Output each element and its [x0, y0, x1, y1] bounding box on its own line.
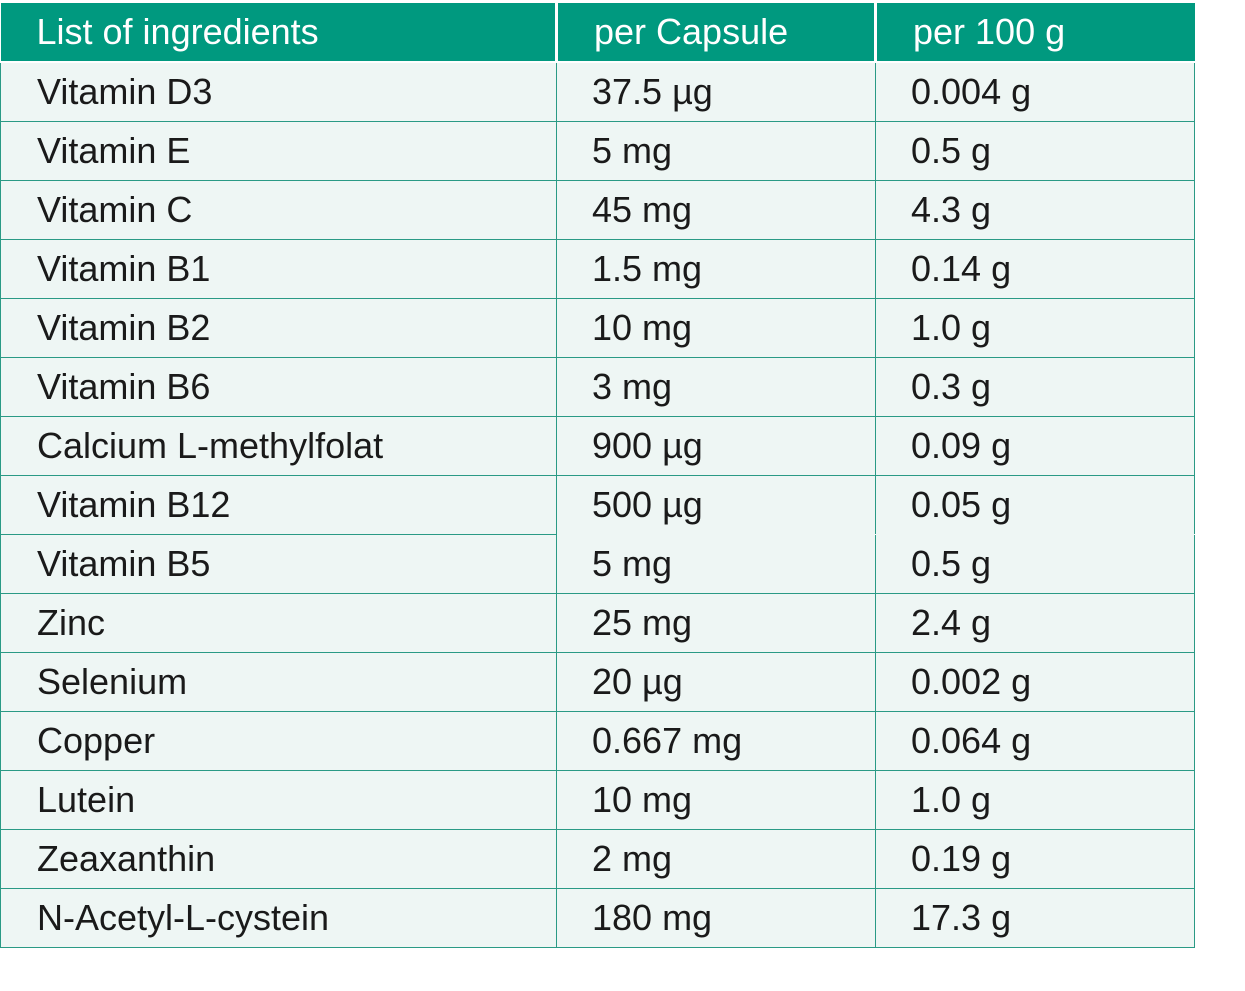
table-row: Zeaxanthin 2 mg 0.19 g [0, 828, 1195, 889]
ingredient-cell: Vitamin B5 [0, 533, 557, 594]
per-100g-cell: 4.3 g [875, 179, 1195, 240]
per-capsule-cell: 2 mg [556, 828, 876, 889]
per-100g-cell: 0.19 g [875, 828, 1195, 889]
ingredient-cell: Copper [0, 710, 557, 771]
per-100g-cell: 1.0 g [875, 769, 1195, 830]
per-capsule-cell: 900 µg [556, 415, 876, 476]
table-row: N-Acetyl-L-cystein 180 mg 17.3 g [0, 887, 1195, 948]
per-100g-cell: 0.064 g [875, 710, 1195, 771]
per-100g-cell: 1.0 g [875, 297, 1195, 358]
per-capsule-cell: 5 mg [556, 533, 876, 594]
per-capsule-cell: 500 µg [556, 474, 876, 535]
ingredient-cell: Calcium L-methylfolat [0, 415, 557, 476]
per-100g-cell: 2.4 g [875, 592, 1195, 653]
ingredient-cell: Zinc [0, 592, 557, 653]
table-row: Vitamin B12 500 µg 0.05 g [0, 474, 1195, 535]
per-capsule-cell: 10 mg [556, 769, 876, 830]
per-capsule-cell: 5 mg [556, 120, 876, 181]
table-row: Vitamin C 45 mg 4.3 g [0, 179, 1195, 240]
per-100g-cell: 0.002 g [875, 651, 1195, 712]
ingredient-cell: Vitamin B6 [0, 356, 557, 417]
ingredient-cell: Vitamin B12 [0, 474, 557, 535]
per-100g-cell: 0.09 g [875, 415, 1195, 476]
table-header-row: List of ingredients per Capsule per 100 … [0, 3, 1195, 63]
per-100g-cell: 17.3 g [875, 887, 1195, 948]
ingredient-cell: Selenium [0, 651, 557, 712]
ingredient-cell: N-Acetyl-L-cystein [0, 887, 557, 948]
per-capsule-cell: 45 mg [556, 179, 876, 240]
table-row: Vitamin B1 1.5 mg 0.14 g [0, 238, 1195, 299]
ingredient-cell: Vitamin C [0, 179, 557, 240]
table-row: Zinc 25 mg 2.4 g [0, 592, 1195, 653]
header-per-100g: per 100 g [875, 3, 1195, 63]
table-row: Copper 0.667 mg 0.064 g [0, 710, 1195, 771]
table-row: Vitamin B6 3 mg 0.3 g [0, 356, 1195, 417]
header-per-capsule: per Capsule [556, 3, 877, 63]
header-ingredients: List of ingredients [0, 3, 558, 63]
table-row: Lutein 10 mg 1.0 g [0, 769, 1195, 830]
per-100g-cell: 0.5 g [875, 120, 1195, 181]
table-row: Vitamin D3 37.5 µg 0.004 g [0, 61, 1195, 122]
per-100g-cell: 0.05 g [875, 474, 1195, 535]
per-capsule-cell: 25 mg [556, 592, 876, 653]
table-row: Selenium 20 µg 0.002 g [0, 651, 1195, 712]
ingredient-cell: Vitamin B2 [0, 297, 557, 358]
per-capsule-cell: 37.5 µg [556, 61, 876, 122]
table-row: Vitamin B2 10 mg 1.0 g [0, 297, 1195, 358]
per-100g-cell: 0.004 g [875, 61, 1195, 122]
ingredient-cell: Vitamin E [0, 120, 557, 181]
ingredient-cell: Lutein [0, 769, 557, 830]
ingredients-table-container: List of ingredients per Capsule per 100 … [0, 3, 1195, 948]
ingredient-cell: Vitamin B1 [0, 238, 557, 299]
ingredient-cell: Zeaxanthin [0, 828, 557, 889]
per-capsule-cell: 180 mg [556, 887, 876, 948]
per-capsule-cell: 10 mg [556, 297, 876, 358]
per-capsule-cell: 20 µg [556, 651, 876, 712]
ingredients-table: List of ingredients per Capsule per 100 … [0, 3, 1195, 948]
per-capsule-cell: 0.667 mg [556, 710, 876, 771]
per-capsule-cell: 1.5 mg [556, 238, 876, 299]
per-100g-cell: 0.3 g [875, 356, 1195, 417]
table-row: Calcium L-methylfolat 900 µg 0.09 g [0, 415, 1195, 476]
ingredient-cell: Vitamin D3 [0, 61, 557, 122]
per-100g-cell: 0.14 g [875, 238, 1195, 299]
per-capsule-cell: 3 mg [556, 356, 876, 417]
per-100g-cell: 0.5 g [875, 533, 1195, 594]
table-row: Vitamin B5 5 mg 0.5 g [0, 533, 1195, 594]
